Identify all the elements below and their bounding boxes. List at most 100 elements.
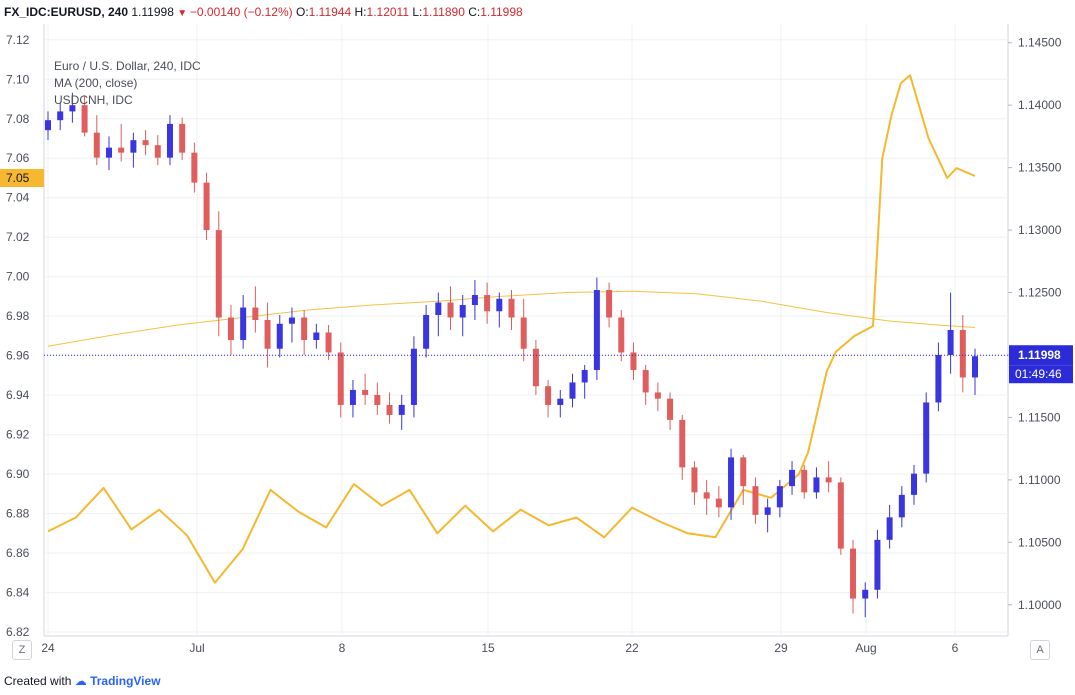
candle: [166, 115, 173, 166]
zoom-button[interactable]: Z: [12, 640, 32, 660]
candle: [240, 295, 247, 349]
symbol-name: FX_IDC:EURUSD, 240: [4, 5, 129, 19]
candle: [423, 305, 430, 358]
left-tick-label: 7.04: [6, 191, 30, 205]
candle: [862, 582, 869, 618]
candle-body: [484, 295, 491, 312]
candle-body: [81, 105, 88, 133]
candle-body: [557, 398, 564, 405]
candle: [386, 392, 393, 424]
candle-body: [276, 323, 283, 349]
candle-body: [154, 145, 161, 158]
candle-body: [740, 457, 747, 487]
candle: [581, 364, 588, 399]
x-tick-label: 24: [41, 641, 55, 655]
candle-body: [435, 302, 442, 316]
candle: [179, 117, 186, 161]
candle: [935, 342, 942, 412]
chart-svg[interactable]: 7.12 7.10 7.08 7.06 7.04 7.02 7.00 6.98 6.96 6.94…: [0, 24, 1075, 660]
candle-body: [703, 492, 710, 499]
candle-body: [240, 307, 247, 340]
candle: [191, 142, 198, 193]
chart-legend: Euro / U.S. Dollar, 240, IDC MA (200, cl…: [54, 58, 201, 109]
candle: [667, 392, 674, 430]
candle-body: [69, 105, 76, 112]
candle-body: [374, 394, 381, 405]
candle: [593, 277, 600, 380]
candle: [606, 282, 613, 328]
candle: [362, 373, 369, 405]
ma-200-line: [47, 290, 976, 347]
candle: [459, 295, 466, 337]
left-price-tag-box: [0, 168, 44, 187]
candle: [484, 282, 491, 324]
candle: [325, 325, 332, 360]
x-tick-label: Aug: [855, 641, 876, 655]
countdown-value: 01:49:46: [1015, 367, 1062, 381]
left-axis: 7.12 7.10 7.08 7.06 7.04 7.02 7.00 6.98 6.96 6.94…: [6, 33, 30, 639]
price-tags: 1.11998 01:49:46 7.05: [0, 168, 1073, 384]
candle-body: [313, 332, 320, 340]
candle-body: [789, 469, 796, 487]
left-price-tag-value: 7.05: [6, 171, 30, 185]
candle-body: [227, 317, 234, 340]
usdcnh-line: [47, 74, 976, 584]
candle: [447, 286, 454, 330]
tradingview-logo-icon: ☁: [74, 674, 87, 688]
candle-body: [496, 298, 503, 312]
candle-body: [972, 356, 978, 378]
left-tick-label: 6.92: [6, 428, 30, 442]
credit[interactable]: Created with ☁ TradingView: [4, 674, 161, 688]
candle: [215, 211, 222, 337]
candle-body: [349, 389, 356, 405]
candle: [545, 379, 552, 418]
right-tick-label: 1.13500: [1018, 161, 1062, 175]
candle-body: [850, 548, 857, 599]
candle: [923, 392, 930, 483]
candle-body: [386, 404, 393, 415]
legend-ma[interactable]: MA (200, close): [54, 76, 138, 90]
right-tick-label: 1.11500: [1018, 410, 1061, 424]
x-tick-label: 15: [481, 641, 495, 655]
candle-body: [825, 477, 832, 483]
legend-overlay[interactable]: USDCNH, IDC: [54, 93, 133, 107]
candle: [398, 394, 405, 430]
chart-area[interactable]: 7.12 7.10 7.08 7.06 7.04 7.02 7.00 6.98 6.96 6.94…: [0, 24, 1075, 660]
auto-scale-button[interactable]: A: [1030, 640, 1050, 660]
right-axis: 1.145001.140001.135001.130001.125001.120…: [1008, 36, 1062, 612]
candle-body: [642, 369, 649, 393]
close-value: 1.11998: [480, 5, 523, 19]
candle-body: [593, 290, 600, 370]
left-tick-label: 6.90: [6, 467, 30, 481]
candle: [886, 504, 893, 549]
open-value: 1.11944: [308, 5, 352, 19]
candle-body: [508, 298, 515, 318]
candle-body: [203, 182, 210, 231]
candle-body: [679, 419, 686, 468]
candle: [837, 477, 844, 555]
candle-body: [715, 498, 722, 508]
candle: [410, 336, 417, 418]
credit-prefix: Created with: [4, 674, 72, 688]
legend-main[interactable]: Euro / U.S. Dollar, 240, IDC: [54, 59, 201, 73]
candle: [435, 292, 442, 337]
candle-body: [57, 111, 64, 121]
last-price: 1.11998: [131, 5, 174, 19]
candle-body: [581, 369, 588, 383]
symbol-header: FX_IDC:EURUSD, 240 1.11998 ▼ −0.00140 (−…: [0, 0, 1075, 24]
x-tick-label: 6: [952, 641, 959, 655]
candle-body: [264, 320, 271, 349]
left-tick-label: 6.86: [6, 546, 30, 560]
candle-body: [569, 382, 576, 399]
low-value: 1.11890: [422, 5, 465, 19]
candle: [959, 315, 966, 393]
candle-body: [105, 147, 112, 158]
candle: [508, 290, 515, 330]
right-tick-label: 1.14000: [1018, 98, 1062, 112]
candle: [801, 464, 808, 499]
candle: [642, 364, 649, 405]
candle-body: [362, 389, 369, 395]
candle-body: [923, 402, 930, 474]
candle: [374, 382, 381, 415]
price-tag-box: [1009, 345, 1073, 366]
